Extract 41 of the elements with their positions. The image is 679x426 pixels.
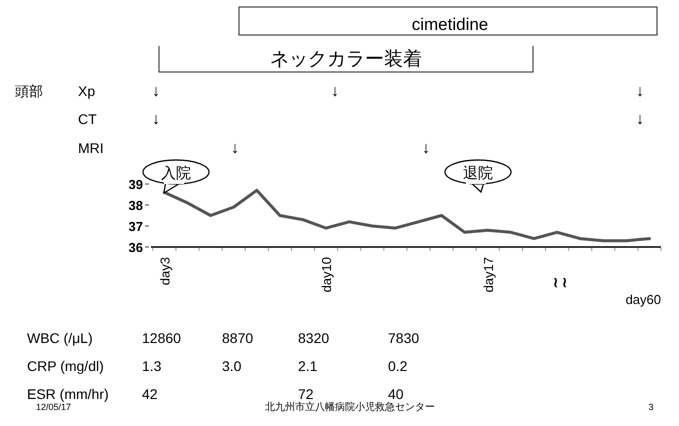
text: CRP (mg/dl) [27, 358, 104, 374]
text: ↓ [331, 83, 339, 100]
text: 8320 [298, 330, 330, 346]
text: ↓ [231, 140, 239, 157]
text: 12/05/17 [36, 402, 72, 412]
text: 12860 [142, 330, 182, 346]
text: 0.2 [388, 358, 408, 374]
text: WBC (/μL) [27, 330, 93, 346]
text: ↓ [152, 111, 160, 128]
text: 3 [648, 402, 654, 412]
text: 退院 [463, 165, 493, 182]
text: ↓ [636, 83, 644, 100]
text: CT [78, 111, 98, 127]
text: ↓ [422, 140, 430, 157]
text: 8870 [222, 330, 254, 346]
text: 40 [388, 386, 404, 402]
text: 入院 [161, 165, 191, 182]
text: ↓ [152, 83, 160, 100]
x-tick-label: day10 [319, 257, 334, 292]
text: ↓ [636, 111, 644, 128]
y-tick-label: 38 [128, 198, 143, 213]
x-tick-label: day3 [157, 257, 172, 286]
text: 7830 [388, 330, 420, 346]
text: Xp [78, 83, 96, 99]
text: MRI [78, 140, 104, 156]
text: 1.3 [142, 358, 162, 374]
y-tick-label: 39 [128, 177, 143, 192]
text: day60 [626, 292, 661, 307]
y-tick-label: 36 [128, 240, 143, 255]
text: ESR (mm/hr) [27, 386, 109, 402]
text: 42 [142, 386, 158, 402]
text: ネックカラー装着 [270, 48, 422, 70]
text: ≀ ≀ [553, 274, 567, 290]
y-tick-label: 37 [128, 219, 143, 234]
text: cimetidine [412, 15, 488, 34]
text: 3.0 [222, 358, 242, 374]
text: 2.1 [298, 358, 318, 374]
text: 頭部 [15, 83, 43, 99]
x-tick-label: day17 [480, 257, 496, 292]
text: 北九州市立八幡病院小児救急センター [265, 401, 435, 413]
text: 72 [298, 386, 314, 402]
